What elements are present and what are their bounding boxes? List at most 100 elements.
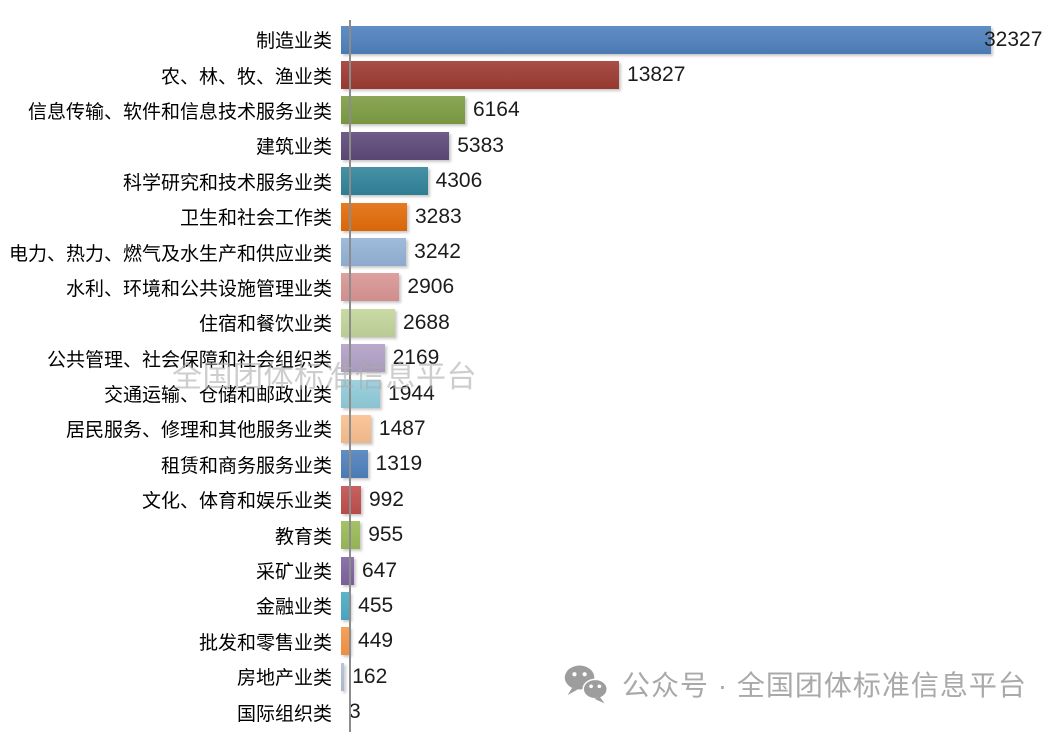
category-label: 卫生和社会工作类 [179,208,332,230]
bar [341,662,345,691]
value-label: 955 [368,523,404,547]
y-axis-line [349,20,351,732]
chart-row: 房地产业类 162 [0,659,1059,694]
bar [341,450,368,479]
bar [341,131,450,160]
bar [341,167,428,196]
bar-area: 6164 [341,93,1059,128]
bar-area: 2906 [341,270,1059,305]
bar [341,414,371,443]
bar-area: 1487 [341,411,1059,446]
category-label: 公共管理、社会保障和社会组织类 [46,349,332,371]
value-label: 3283 [415,204,462,228]
bottom-watermark: 公众号 · 全国团体标准信息平台 [562,663,1027,705]
bar [341,202,407,231]
chart-row: 公共管理、社会保障和社会组织类 2169 [0,341,1059,376]
chart-row: 采矿业类 647 [0,553,1059,588]
category-label: 金融业类 [255,597,332,619]
value-label: 2906 [407,275,455,299]
chart-row: 居民服务、修理和其他服务业类 1487 [0,411,1059,446]
chart-row: 住宿和餐饮业类 2688 [0,305,1059,340]
value-label: 449 [358,629,394,653]
value-label: 1944 [388,381,435,405]
wechat-icon [564,665,608,704]
bottom-watermark-text: 公众号 · 全国团体标准信息平台 [622,670,1027,701]
bar-area: 5383 [341,128,1059,163]
bar-area: 3242 [341,234,1059,269]
category-label: 租赁和商务服务业类 [160,455,332,477]
bar-area: 992 [341,482,1059,517]
chart-row: 卫生和社会工作类 3283 [0,199,1059,234]
bar [341,627,351,656]
bar-area: 1944 [341,376,1059,411]
chart-row: 交通运输、仓储和邮政业类 1944 [0,376,1059,411]
category-label: 农、林、牧、渔业类 [160,66,332,88]
bar-area: 3283 [341,199,1059,234]
value-label: 1487 [378,416,426,440]
category-label: 水利、环境和公共设施管理业类 [65,278,332,300]
value-label: 2688 [403,310,450,334]
value-label: 162 [352,664,388,688]
category-label: 国际组织类 [236,703,332,725]
chart-row: 金融业类 455 [0,588,1059,623]
chart-row: 文化、体育和娱乐业类 992 [0,482,1059,517]
chart-row: 水利、环境和公共设施管理业类 2906 [0,270,1059,305]
category-label: 建筑业类 [255,137,332,159]
value-label: 4306 [435,169,483,193]
chart-row: 科学研究和技术服务业类 4306 [0,164,1059,199]
category-label: 房地产业类 [236,668,332,690]
bar-area: 2688 [341,305,1059,340]
bar [341,344,385,373]
category-label: 居民服务、修理和其他服务业类 [65,420,332,442]
bar [341,96,465,125]
value-label: 647 [362,558,398,582]
bar-area: 13827 [341,57,1059,92]
bar-area: 455 [341,588,1059,623]
category-label: 制造业类 [255,31,332,53]
bar-area: 32327 [341,22,1059,57]
value-label: 992 [368,487,404,511]
bar-area: 449 [341,624,1059,659]
category-label: 教育类 [274,526,332,548]
chart-row: 批发和零售业类 449 [0,624,1059,659]
bar [341,379,381,408]
bar [341,25,991,54]
chart-row: 租赁和商务服务业类 1319 [0,447,1059,482]
bar [341,61,620,90]
category-label: 采矿业类 [255,562,332,584]
bar [341,238,407,267]
bar-area: 1319 [341,447,1059,482]
category-label: 批发和零售业类 [198,632,332,654]
bar-area: 4306 [341,164,1059,199]
value-label: 455 [358,593,394,617]
value-label: 32327 [984,27,1043,51]
value-label: 6164 [472,98,520,122]
category-label: 文化、体育和娱乐业类 [141,491,332,513]
value-label: 3242 [414,240,461,264]
value-label: 3 [349,700,361,724]
chart-row: 教育类 955 [0,517,1059,552]
chart-row: 信息传输、软件和信息技术服务业类 6164 [0,93,1059,128]
bar [341,556,354,585]
value-label: 1319 [375,452,423,476]
chart-row: 建筑业类 5383 [0,128,1059,163]
category-label: 电力、热力、燃气及水生产和供应业类 [8,243,332,265]
chart-row: 农、林、牧、渔业类 13827 [0,57,1059,92]
category-label: 住宿和餐饮业类 [198,314,332,336]
bar [341,591,351,620]
bar-area: 3 [341,694,1059,729]
bar-area: 647 [341,553,1059,588]
category-label: 信息传输、软件和信息技术服务业类 [27,101,332,123]
bar-area: 162 [341,659,1059,694]
chart-rows: 制造业类 32327 农、林、牧、渔业类 13827 信息传输、软件和信息技术服务业类 6… [0,22,1059,730]
chart-row: 国际组织类 3 [0,694,1059,729]
value-label: 2169 [392,346,440,370]
category-label: 交通运输、仓储和邮政业类 [103,385,332,407]
value-label: 13827 [627,63,686,87]
chart-row: 制造业类 32327 [0,22,1059,57]
bar-area: 955 [341,517,1059,552]
bar-area: 2169 [341,341,1059,376]
chart-row: 电力、热力、燃气及水生产和供应业类 3242 [0,234,1059,269]
value-label: 5383 [457,133,504,157]
